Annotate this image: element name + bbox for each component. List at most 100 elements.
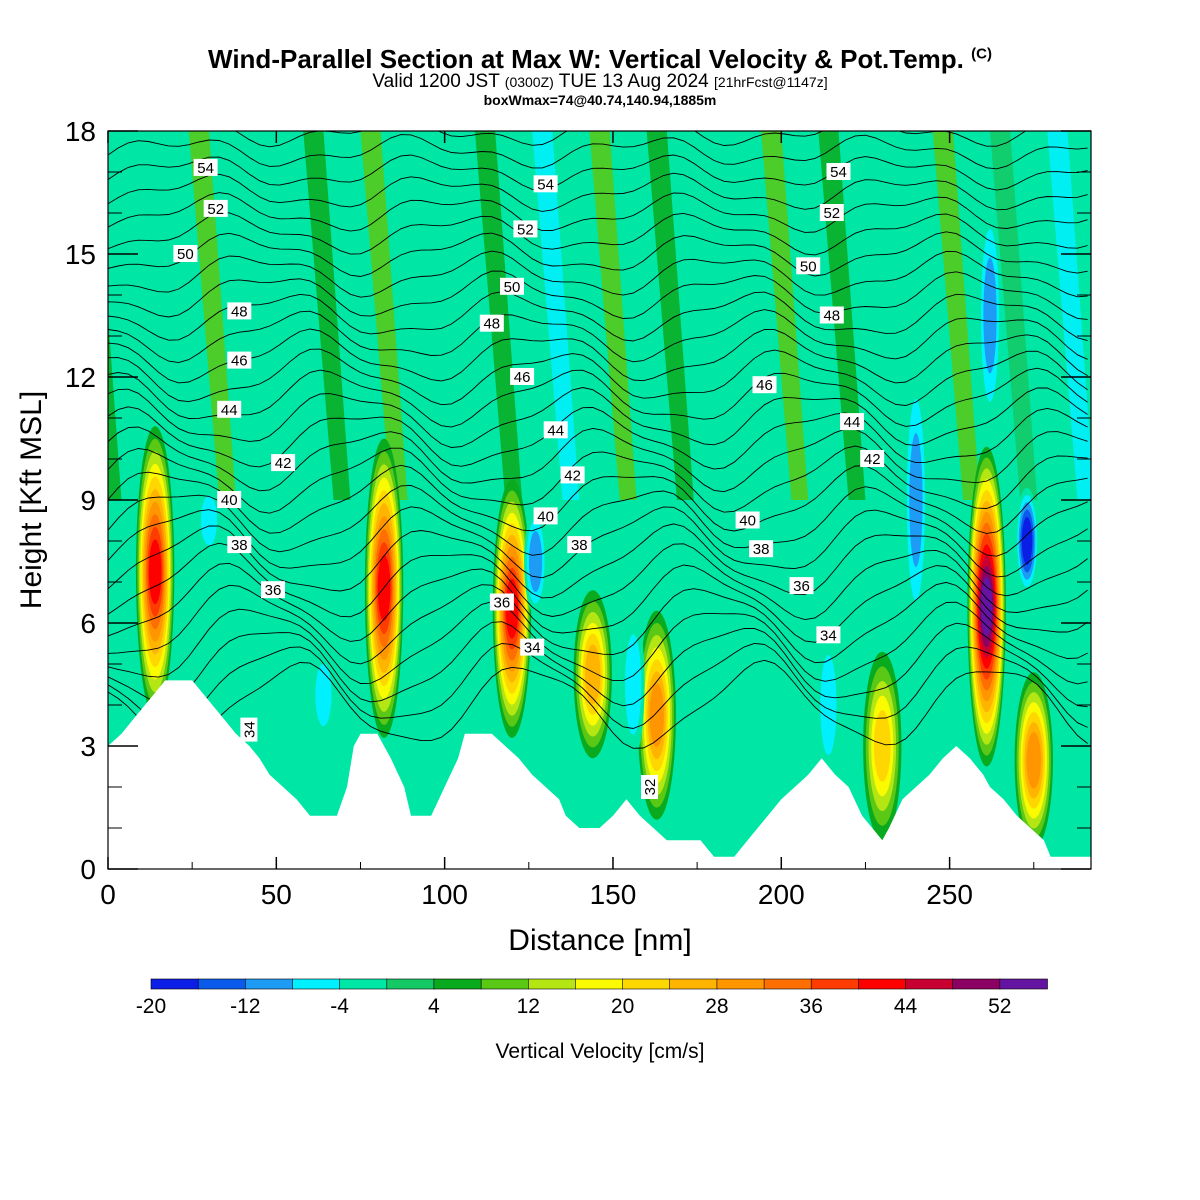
chart-subtitle: Valid 1200 JST (0300Z) TUE 13 Aug 2024 [… bbox=[372, 71, 828, 92]
theta-label-bg bbox=[217, 491, 242, 508]
isentrope-line bbox=[108, 231, 1088, 277]
updraft-core bbox=[873, 710, 891, 782]
theta-label-bg bbox=[796, 257, 821, 275]
updraft-core bbox=[649, 683, 664, 747]
theta-label: 42 bbox=[860, 450, 885, 468]
theta-label-bg bbox=[479, 314, 504, 332]
theta-label-bg bbox=[735, 511, 760, 529]
theta-label-text: 40 bbox=[221, 492, 238, 509]
y-axis-label: Height [Kft MSL] bbox=[15, 391, 48, 609]
theta-label-bg bbox=[533, 175, 558, 193]
colorbar: -20 -12 -4 4 12 20 28 36 44 52 bbox=[136, 978, 1048, 1018]
isentrope-line bbox=[108, 506, 1088, 579]
downdraft-core bbox=[528, 530, 543, 593]
theta-label-bg bbox=[227, 536, 252, 554]
theta-label: 34 bbox=[240, 717, 258, 742]
colorbar-tick-label: 36 bbox=[800, 995, 823, 1018]
theta-label-text: 46 bbox=[231, 353, 248, 370]
theta-label-text: 38 bbox=[571, 537, 588, 554]
theta-label-text: 40 bbox=[537, 508, 554, 525]
x-tick-label: 250 bbox=[926, 879, 973, 910]
y-tick-label: 0 bbox=[80, 854, 96, 885]
theta-label: 38 bbox=[567, 536, 592, 554]
isentrope-line bbox=[108, 642, 1088, 729]
wave-streak bbox=[108, 315, 122, 500]
theta-label-text: 36 bbox=[494, 595, 511, 612]
theta-label: 50 bbox=[173, 245, 198, 263]
y-tick-label: 9 bbox=[80, 485, 96, 516]
theta-label-bg bbox=[173, 245, 198, 262]
theta-label: 48 bbox=[819, 306, 844, 325]
wave-streak bbox=[761, 131, 809, 500]
colorbar-swatch bbox=[622, 978, 671, 990]
theta-label: 34 bbox=[520, 638, 545, 657]
wave-streak bbox=[246, 131, 294, 500]
wave-streak bbox=[990, 131, 1038, 500]
isentrope-line bbox=[108, 291, 1088, 342]
isentrope-line bbox=[108, 621, 1088, 708]
theta-label-bg bbox=[826, 163, 851, 180]
theta-label: 50 bbox=[796, 257, 821, 275]
theta-label: 34 bbox=[816, 626, 841, 644]
downdraft-core bbox=[315, 663, 332, 726]
downdraft-core bbox=[200, 495, 218, 546]
theta-label: 52 bbox=[819, 204, 844, 222]
colorbar-swatch bbox=[952, 978, 1001, 990]
colorbar-swatch bbox=[480, 978, 530, 990]
colorbar-tick-label: 4 bbox=[428, 995, 440, 1018]
theta-label-text: 48 bbox=[483, 316, 500, 333]
downdraft-core bbox=[820, 654, 837, 756]
theta-label-text: 50 bbox=[800, 258, 817, 275]
isentrope-line bbox=[108, 348, 1088, 406]
colorbar-label: Vertical Velocity [cm/s] bbox=[496, 1040, 705, 1063]
isentrope-line bbox=[108, 154, 1088, 191]
theta-label: 40 bbox=[735, 511, 760, 530]
isentrope-line bbox=[108, 464, 1088, 534]
theta-label-text: 34 bbox=[524, 640, 541, 657]
wave-streak bbox=[703, 131, 751, 500]
theta-label: 46 bbox=[227, 351, 252, 370]
colorbar-swatch bbox=[150, 978, 200, 990]
isentrope-line bbox=[108, 270, 1088, 320]
theta-label: 44 bbox=[543, 421, 568, 439]
copyright-mark: (C) bbox=[971, 45, 992, 63]
theta-label-text: 42 bbox=[275, 455, 292, 472]
x-tick-label: 100 bbox=[421, 879, 468, 910]
theta-label-text: 36 bbox=[265, 582, 282, 599]
theta-label-bg bbox=[840, 413, 864, 431]
x-axis-label: Distance [nm] bbox=[508, 924, 691, 957]
theta-label: 42 bbox=[560, 466, 585, 484]
theta-label-bg bbox=[520, 638, 545, 656]
colorbar-tick-label: -20 bbox=[136, 995, 166, 1018]
isentrope-line bbox=[108, 581, 1088, 665]
isentrope-line bbox=[108, 212, 1088, 256]
colorbar-swatch bbox=[858, 978, 907, 990]
isentropes bbox=[108, 131, 1088, 751]
theta-label-bg bbox=[543, 421, 568, 439]
velocity-cores bbox=[135, 200, 1053, 849]
colorbar-tick-label: 52 bbox=[988, 995, 1011, 1018]
colorbar-swatch bbox=[197, 978, 247, 990]
colorbar-swatch bbox=[292, 978, 341, 990]
theta-label-text: 42 bbox=[564, 467, 581, 484]
colorbar-swatch bbox=[527, 978, 577, 990]
colorbar-swatch bbox=[386, 978, 435, 990]
theta-label-bg bbox=[261, 581, 285, 599]
theta-label-text: 40 bbox=[739, 513, 756, 530]
theta-label-bg bbox=[567, 536, 592, 554]
theta-label: 46 bbox=[752, 376, 777, 394]
theta-label-text: 42 bbox=[864, 451, 881, 468]
wave-streak bbox=[1047, 131, 1091, 500]
theta-label-bg bbox=[227, 302, 252, 320]
x-tick-label: 150 bbox=[590, 879, 637, 910]
wave-streak bbox=[303, 131, 351, 500]
isentrope-line bbox=[108, 426, 1088, 493]
theta-label-text: 52 bbox=[517, 221, 534, 238]
colorbar-swatch bbox=[669, 978, 718, 990]
theta-label: 48 bbox=[479, 314, 504, 333]
colorbar-swatch bbox=[999, 978, 1048, 990]
y-tick-label: 18 bbox=[65, 116, 96, 147]
isentrope-line bbox=[108, 367, 1088, 428]
wave-streak bbox=[932, 131, 980, 500]
isentrope-line bbox=[108, 328, 1088, 384]
